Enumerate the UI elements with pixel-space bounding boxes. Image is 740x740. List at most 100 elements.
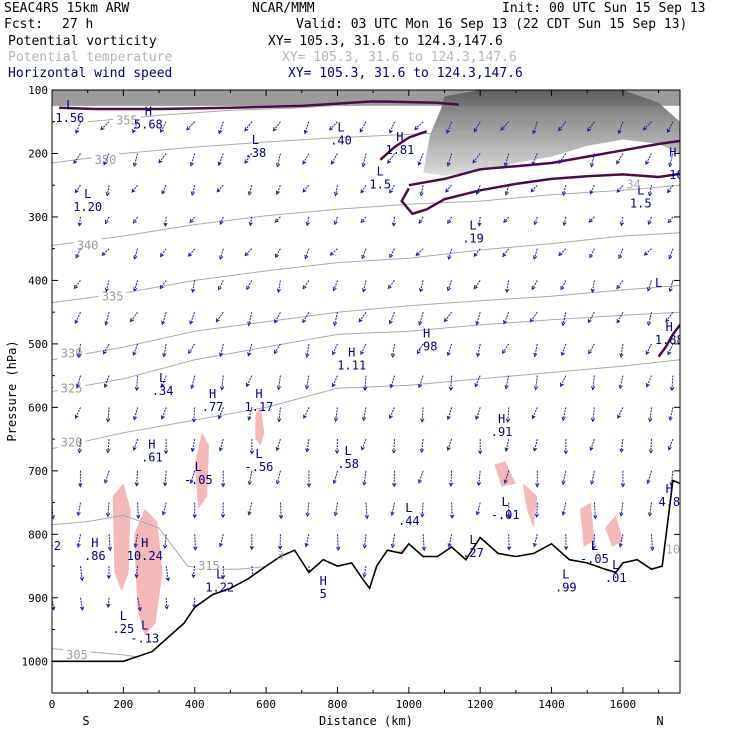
- wind-vector-head: [76, 543, 81, 549]
- wind-vector-head: [48, 446, 51, 449]
- wind-vector-head: [360, 446, 365, 451]
- wind-vector-head: [503, 320, 508, 325]
- extremum-value: 1.56: [55, 111, 84, 125]
- wind-vector-head: [246, 382, 250, 388]
- theta-label-330: 330: [61, 346, 83, 360]
- extremum-value: 1.5: [630, 197, 652, 211]
- wind-vector: [277, 280, 281, 293]
- field-theta-xy: XY= 105.3, 31.6 to 124.3,147.6: [282, 50, 517, 65]
- wind-vector-head: [48, 163, 51, 166]
- wind-vector-head: [220, 575, 226, 580]
- extremum-high-marker: H: [498, 412, 505, 426]
- wind-vector-head: [77, 449, 82, 454]
- extremum-high-marker: H: [91, 536, 98, 550]
- wind-vector-head: [503, 162, 509, 168]
- field-wind-xy: XY= 105.3, 31.6 to 124.3,147.6: [288, 66, 523, 81]
- theta-label-325: 325: [61, 381, 83, 395]
- wind-vector-head: [389, 189, 394, 194]
- wind-vector: [504, 153, 510, 167]
- wind-vector: [669, 280, 674, 292]
- wind-vector-head: [274, 253, 279, 259]
- wind-vector: [133, 407, 139, 420]
- extremum-high-marker: H: [423, 327, 430, 341]
- extremum-value: 5: [320, 587, 327, 601]
- wind-vector-head: [446, 415, 451, 421]
- wind-vector-head: [359, 128, 364, 133]
- wind-vector-head: [246, 285, 250, 291]
- wind-vector-head: [446, 351, 451, 357]
- wind-vector-head: [272, 127, 277, 132]
- wind-vector-head: [305, 448, 310, 453]
- wind-vector: [618, 121, 624, 134]
- wind-vector-head: [303, 129, 308, 135]
- wind-vector: [103, 343, 110, 354]
- wind-vector-head: [387, 159, 392, 164]
- wind-vector-head: [502, 349, 506, 354]
- wind-vector: [276, 438, 281, 451]
- extrema-label-layer: L1.56 H5.68L.38L.40 H1.81L1.5L1.20L.19H.98…: [54, 98, 680, 645]
- wind-vector-head: [219, 220, 224, 225]
- wind-vector-head: [535, 483, 540, 488]
- wind-vector-head: [362, 573, 367, 578]
- wind-vector-head: [52, 289, 53, 290]
- terrain-mask: [52, 480, 680, 693]
- wind-vector: [218, 153, 224, 166]
- wind-vector-head: [363, 386, 368, 392]
- wind-vector-head: [188, 349, 192, 355]
- extremum-value: -.05: [580, 552, 609, 566]
- wind-vector: [563, 216, 567, 226]
- wind-vector-head: [534, 513, 539, 518]
- extremum-low-marker: L: [252, 133, 259, 147]
- wind-vector: [393, 216, 395, 226]
- wind-vector: [302, 311, 310, 323]
- wind-vector: [421, 502, 424, 517]
- wind-vector-head: [134, 386, 140, 392]
- wind-vector-head: [531, 161, 536, 166]
- wind-vector-head: [619, 512, 624, 517]
- wind-vector: [133, 216, 139, 224]
- wind-vector-head: [647, 192, 653, 197]
- wind-vector-head: [531, 285, 536, 291]
- wind-vector-head: [163, 222, 168, 227]
- model-name: SEAC4RS 15km ARW: [4, 1, 130, 16]
- y-tick-label: 200: [28, 147, 48, 160]
- wind-vector-head: [73, 159, 78, 165]
- wind-vector-head: [389, 383, 394, 389]
- extremum-low-marker: L: [84, 187, 91, 201]
- wind-vector: [644, 248, 652, 256]
- wind-vector: [246, 375, 253, 387]
- wind-vector-head: [443, 317, 448, 323]
- wind-vector-head: [306, 483, 312, 488]
- wind-vector-head: [561, 416, 566, 422]
- wind-vector: [218, 121, 224, 134]
- wind-vector: [276, 470, 281, 484]
- wind-vector: [667, 121, 674, 133]
- wind-vector: [389, 248, 395, 258]
- wind-vector: [592, 407, 595, 422]
- wind-vector-head: [665, 318, 670, 323]
- wind-vector-head: [276, 385, 281, 391]
- pv-contour-1: [379, 130, 428, 161]
- wind-vector-head: [561, 321, 566, 327]
- wind-vector: [532, 407, 538, 419]
- wind-vector: [332, 375, 338, 387]
- extremum-low-marker: L: [502, 495, 509, 509]
- wind-vector: [103, 153, 110, 165]
- wind-vector: [591, 470, 595, 485]
- wind-vector: [649, 185, 652, 196]
- theta-label-bg-1: [195, 558, 223, 573]
- wind-vector-head: [158, 159, 163, 164]
- wind-vector-head: [421, 546, 427, 552]
- extremum-value: .27: [462, 546, 484, 560]
- wind-vector: [106, 185, 110, 196]
- wind-vector: [133, 343, 139, 356]
- organization: NCAR/MMM: [252, 1, 315, 16]
- wind-vector-head: [106, 449, 111, 454]
- wind-vector-head: [275, 190, 280, 195]
- wind-vector: [667, 216, 674, 223]
- wind-vector-head: [247, 416, 252, 421]
- wind-vector: [107, 597, 110, 608]
- wind-vector-head: [247, 191, 252, 196]
- wind-vector-head: [388, 320, 393, 325]
- wind-vector: [274, 216, 281, 223]
